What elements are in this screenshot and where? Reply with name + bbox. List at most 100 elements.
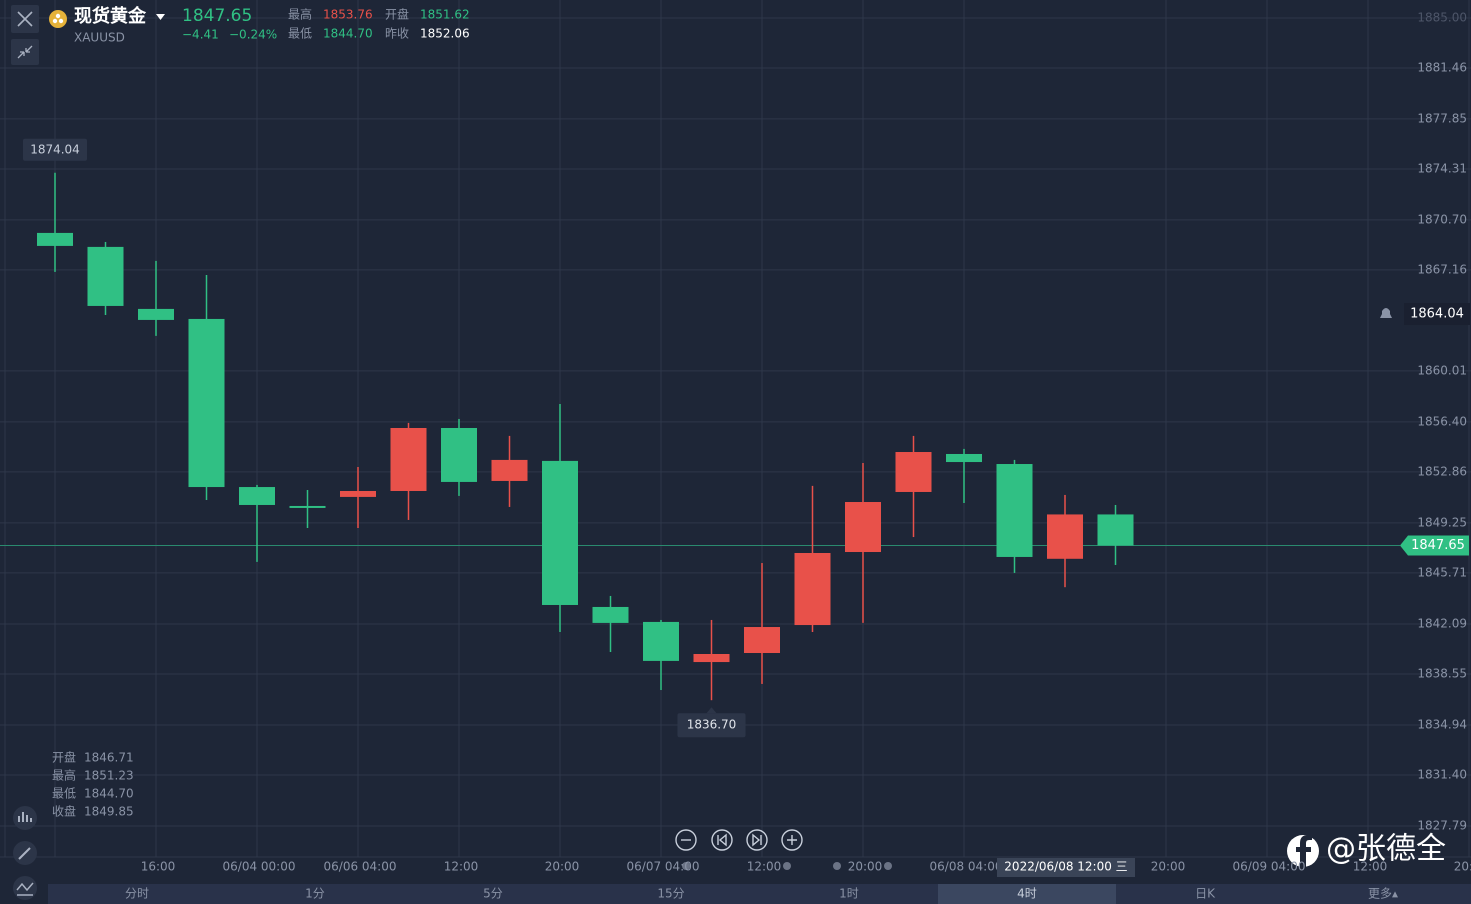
tab[interactable]: 1分 [305,887,325,901]
gold-icon-dot [52,18,58,24]
x-tick-label: 20:00 [1151,860,1186,874]
gold-icon-dot [58,18,64,24]
zoom-out[interactable] [675,829,697,851]
draw-icon [18,847,31,860]
ohlc-value: 1849.85 [84,805,134,819]
tab[interactable]: 15分 [657,887,684,901]
change: −4.41 [182,28,219,42]
candle-body [340,490,376,497]
x-tick-label: 12:00 [1353,860,1388,874]
candle-body [946,453,982,463]
candle-body [643,621,679,661]
x-tick-label: 20:00 [1454,860,1471,874]
tab[interactable]: 分时 [125,887,149,901]
candle-body [441,427,477,482]
crosshair-box [997,858,1135,877]
stat-value: 1851.62 [420,8,470,22]
candle-body [138,308,174,320]
stat-value: 1852.06 [420,27,470,41]
watermark: @张德全 [1287,832,1446,867]
tab[interactable]: 更多▴ [1368,887,1398,901]
stat-label: 最低 [288,27,312,41]
dropdown-arrow[interactable] [156,14,165,20]
max-label: 1874.04 [30,142,80,156]
y-tick-label: 1867.16 [1417,262,1467,276]
ohlc-label: 收盘 [52,804,76,819]
stat-label: 昨收 [385,27,409,41]
bell-icon[interactable] [1380,308,1392,319]
crosshair-label: 2022/06/08 12:00 三 [1004,860,1127,874]
candle-body [744,627,780,654]
indicator-icon [18,812,32,822]
candle-body [845,502,881,553]
candle-body [693,653,730,663]
zoom-controls [675,829,803,851]
candle-body [794,553,831,626]
gold-icon-dot [55,13,61,19]
tab[interactable]: 1时 [839,887,859,901]
y-tick-label: 1838.55 [1417,667,1467,681]
scroll-end-icon [752,833,762,847]
symbol: XAUUSD [74,31,125,45]
shrink-button[interactable] [11,39,39,65]
x-tick-label: 06/08 04:00 [930,860,1003,874]
scroll-dot [682,862,690,870]
tab-bar [48,884,1471,904]
candle-body [87,246,124,306]
y-tick-label: 1842.09 [1417,617,1467,631]
indicator-button[interactable] [13,806,37,830]
tab[interactable]: 5分 [483,887,503,901]
ohlc-label: 最高 [52,768,76,783]
watermark-text: @张德全 [1326,832,1446,867]
candle-body [491,459,528,481]
scroll-dot [884,862,892,870]
x-tick-label: 12:00 [747,860,782,874]
min-label-box [677,713,746,738]
scroll-dot [833,862,841,870]
marks-layer [0,172,1400,701]
candle-body [542,460,578,605]
zoom-in[interactable] [781,829,803,851]
scroll-start[interactable] [711,829,733,851]
price: 1847.65 [182,6,252,26]
y-tick-label: 1831.40 [1417,768,1467,782]
x-tick-label: 06/06 04:00 [324,860,397,874]
candle-body [996,464,1033,557]
stat-label: 最高 [288,7,312,22]
y-tick-label: 1827.79 [1417,819,1467,833]
candle-body [592,606,629,623]
close-icon [17,11,33,27]
y-tick-label: 1877.85 [1417,111,1467,125]
header: 现货黄金 XAUUSD 1847.65 −4.41 −0.24% 最高 1853… [49,5,470,45]
y-tick-label: 1870.70 [1417,212,1467,226]
shrink-icon [17,45,33,59]
x-tick-label: 20:00 [848,860,883,874]
min-label: 1836.70 [687,718,737,732]
x-tick-label: 06/09 04:00 [1233,860,1306,874]
x-tick-label: 06/07 04:00 [627,860,700,874]
y-tick-label: 1856.40 [1417,414,1467,428]
instrument-name[interactable]: 现货黄金 [74,5,147,27]
stat-label: 开盘 [385,7,409,22]
x-tick-label: 16:00 [141,860,176,874]
candle-body [1097,514,1134,546]
tab[interactable]: 日K [1195,887,1216,901]
scroll-dots [682,862,892,870]
y-tick-label: 1852.86 [1417,464,1467,478]
y-tick-label: 1860.01 [1417,363,1467,377]
candle-body [239,487,275,505]
facebook-f [1296,835,1312,867]
tab[interactable]: 4时 [1017,887,1037,901]
alert-price: 1864.04 [1410,307,1464,322]
ohlc-label: 最低 [52,787,76,801]
y-tick-label: 1845.71 [1417,565,1467,579]
scroll-start-icon [717,833,727,847]
x-tick-label: 20:00 [545,860,580,874]
candle-body [289,505,326,508]
ohlc-value: 1851.23 [84,769,134,783]
scroll-end[interactable] [746,829,768,851]
y-tick-label: 1881.46 [1417,60,1467,74]
